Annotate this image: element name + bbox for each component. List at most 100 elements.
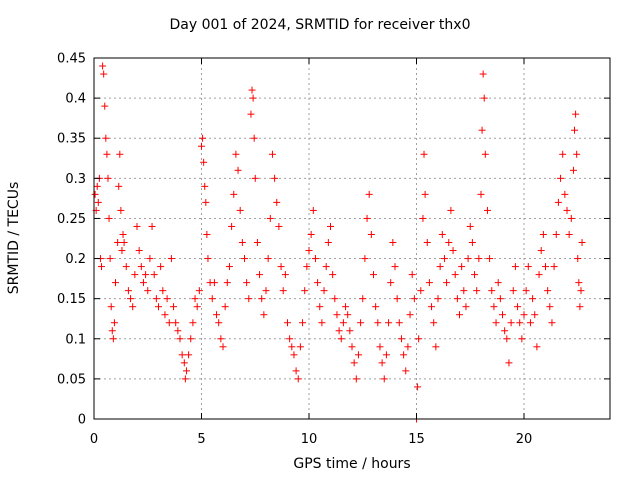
data-point — [552, 230, 560, 238]
data-point — [535, 271, 543, 279]
data-point — [499, 311, 506, 319]
data-point — [203, 230, 211, 238]
data-point — [346, 327, 354, 335]
data-point — [577, 287, 585, 295]
data-point — [533, 343, 541, 351]
data-point — [210, 279, 218, 287]
data-point — [425, 279, 433, 287]
data-point — [436, 263, 444, 271]
data-point — [94, 198, 102, 206]
data-point — [292, 367, 300, 375]
data-point — [354, 351, 362, 359]
data-point — [262, 287, 270, 295]
data-point — [180, 359, 188, 367]
data-point — [481, 150, 489, 158]
data-point — [438, 230, 446, 238]
data-point — [104, 174, 112, 182]
data-point — [428, 303, 436, 311]
chart-title: Day 001 of 2024, SRMTID for receiver thx… — [169, 17, 471, 33]
data-point — [420, 150, 428, 158]
data-point — [296, 343, 304, 351]
data-point — [116, 150, 124, 158]
data-point — [526, 319, 534, 327]
data-point — [402, 367, 410, 375]
data-point — [114, 239, 122, 247]
data-point — [382, 351, 390, 359]
data-point — [492, 319, 500, 327]
data-point — [406, 311, 414, 319]
data-point — [511, 263, 519, 271]
data-point — [400, 351, 408, 359]
y-tick-label: 0.3 — [65, 172, 86, 187]
data-point — [155, 303, 162, 311]
data-point — [107, 303, 115, 311]
data-point — [539, 230, 547, 238]
data-point — [505, 359, 513, 367]
data-point — [91, 190, 99, 198]
x-tick-label: 5 — [197, 432, 205, 447]
x-axis-label: GPS time / hours — [293, 456, 411, 472]
data-point — [201, 182, 209, 190]
data-point — [507, 319, 515, 327]
data-point — [419, 214, 427, 222]
data-point — [575, 279, 583, 287]
data-point — [569, 166, 577, 174]
data-point — [335, 327, 343, 335]
data-point — [119, 230, 127, 238]
data-point — [565, 230, 573, 238]
data-point — [129, 303, 137, 311]
data-point — [576, 303, 584, 311]
data-point — [486, 255, 494, 263]
data-point — [152, 295, 160, 303]
data-point — [139, 279, 147, 287]
data-point — [322, 263, 330, 271]
data-point — [456, 311, 463, 319]
data-point — [333, 311, 341, 319]
data-point — [421, 190, 429, 198]
data-point — [537, 247, 545, 255]
data-point — [176, 335, 184, 343]
data-point — [342, 303, 350, 311]
data-point — [251, 174, 259, 182]
data-point — [578, 239, 586, 247]
data-point — [200, 158, 208, 166]
data-point — [458, 263, 466, 271]
data-point — [142, 271, 150, 279]
data-point — [221, 303, 229, 311]
data-point — [159, 287, 167, 295]
y-tick-label: 0.25 — [57, 212, 86, 227]
data-point — [464, 255, 472, 263]
marks-layer — [91, 62, 586, 423]
plot-frame — [93, 57, 611, 420]
data-point — [288, 343, 296, 351]
data-point — [131, 271, 139, 279]
data-point — [488, 287, 496, 295]
data-point — [567, 214, 575, 222]
data-point — [181, 375, 189, 383]
data-point — [496, 295, 504, 303]
data-point — [397, 335, 405, 343]
data-point — [477, 190, 485, 198]
data-point — [307, 230, 315, 238]
data-point — [144, 287, 152, 295]
data-point — [503, 335, 511, 343]
data-point — [133, 222, 141, 230]
data-point — [559, 150, 567, 158]
data-point — [443, 279, 451, 287]
data-point — [316, 303, 324, 311]
data-point — [376, 343, 384, 351]
data-point — [247, 110, 255, 118]
data-point — [490, 303, 498, 311]
data-point — [199, 134, 207, 142]
data-point — [531, 311, 539, 319]
y-tick-label: 0.05 — [57, 372, 86, 387]
data-point — [524, 263, 532, 271]
data-point — [93, 182, 101, 190]
data-point — [112, 279, 119, 287]
data-point — [230, 190, 238, 198]
data-point — [238, 239, 246, 247]
data-point — [191, 295, 199, 303]
data-point — [471, 271, 479, 279]
data-point — [161, 311, 169, 319]
data-point — [350, 359, 358, 367]
